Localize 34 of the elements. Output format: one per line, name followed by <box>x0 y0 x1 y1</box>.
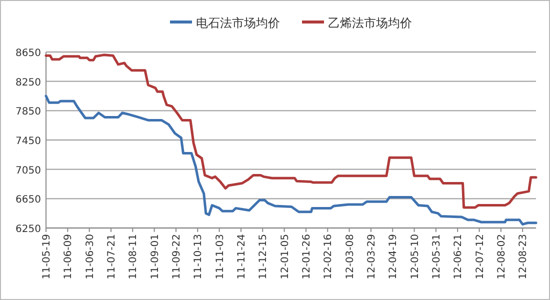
y-tick-label: 8250 <box>16 77 41 88</box>
x-tick-label: 11-11-24 <box>236 234 248 280</box>
legend-label: 乙烯法市场均价 <box>328 16 412 30</box>
x-tick-label: 12-02-16 <box>323 234 334 280</box>
x-tick-label: 12-03-08 <box>344 234 356 280</box>
x-tick-label: 12-05-31 <box>431 234 442 280</box>
x-tick-label: 11-06-09 <box>63 234 74 280</box>
y-tick-label: 7450 <box>16 136 41 147</box>
x-tick-label: 11-05-19 <box>42 234 52 280</box>
y-tick-label: 7050 <box>16 165 41 176</box>
x-tick-label: 12-01-26 <box>301 234 312 280</box>
x-tick-label: 11-07-21 <box>106 234 118 280</box>
x-tick-label: 12-03-29 <box>366 234 378 280</box>
x-tick-label: 11-09-01 <box>150 234 161 280</box>
line-series <box>44 94 538 226</box>
x-tick-label: 12-01-05 <box>280 234 291 280</box>
x-tick-label: 12-05-10 <box>410 234 421 280</box>
x-tick-label: 11-08-11 <box>128 234 140 280</box>
y-tick-label: 6250 <box>16 224 41 235</box>
x-tick-label: 12-08-02 <box>496 234 508 280</box>
x-tick-label: 11-06-30 <box>84 234 96 280</box>
x-tick-label: 12-04-19 <box>388 234 400 280</box>
legend-label: 电石法市场均价 <box>196 16 280 30</box>
line-series <box>44 54 538 209</box>
x-tick-label: 12-08-23 <box>518 234 530 280</box>
y-tick-label: 6650 <box>16 194 41 206</box>
x-tick-label: 11-09-22 <box>171 234 182 280</box>
x-tick-label: 11-11-03 <box>214 234 226 280</box>
y-tick-label: 7850 <box>16 106 41 118</box>
x-tick-label: 11-10-13 <box>193 234 204 280</box>
x-tick-label: 12-07-12 <box>474 234 486 280</box>
x-tick-label: 11-12-15 <box>258 234 270 280</box>
x-tick-label: 12-06-21 <box>453 234 464 280</box>
y-tick-label: 8650 <box>16 48 41 59</box>
